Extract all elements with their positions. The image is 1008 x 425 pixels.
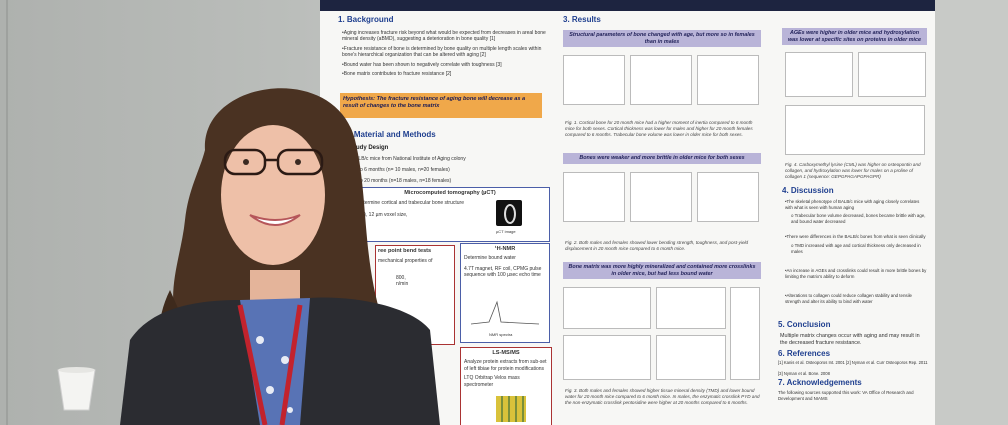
- box-text: 4.7T magnet, RF coil, CPMG pulse sequenc…: [464, 265, 542, 279]
- figure-plot: [697, 55, 759, 105]
- method-item: o 20 months (n=18 males, n=18 females): [360, 178, 452, 184]
- smile: [249, 214, 301, 226]
- cup-body: [57, 369, 96, 411]
- figure-plot: [563, 172, 625, 222]
- discussion-item: o Trabecular bone volume decreased, bone…: [791, 213, 926, 224]
- paper-cup: [57, 367, 96, 411]
- poster: 1. Background •Aging increases fracture …: [320, 0, 935, 425]
- figure-plot: [563, 335, 651, 380]
- spectrum: [470, 300, 540, 325]
- result-banner: Structural parameters of bone changed wi…: [563, 30, 761, 48]
- method-box: Microcomputed tomography (µCT) Determine…: [350, 187, 550, 242]
- discussion-item: •Alterations to collagen could reduce co…: [785, 293, 912, 304]
- image-caption: NMR spectra: [489, 332, 513, 337]
- eye: [295, 159, 301, 165]
- background-bullets: •Aging increases fracture risk beyond wh…: [342, 30, 547, 77]
- figure-plot: [630, 172, 692, 222]
- box-title: ree point bend tests: [378, 248, 432, 254]
- method-item: o 6 months (n= 10 males, n=20 females): [360, 167, 450, 173]
- figure-plot: [563, 55, 625, 105]
- poster-banner: [320, 0, 935, 11]
- box-text: Analyze protein extracts from sub-set of…: [464, 359, 547, 372]
- figure-plot: [785, 52, 853, 97]
- eye: [243, 159, 249, 165]
- method-box: ¹H-NMR Determine bound water 4.7T magnet…: [460, 243, 550, 343]
- bullet: •Bound water has been shown to negativel…: [342, 61, 502, 68]
- glasses: [223, 148, 324, 176]
- figure-caption: Fig. 2. Both males and females showed lo…: [565, 240, 749, 251]
- ms-image: [496, 396, 526, 422]
- result-banner: Bone matrix was more highly mineralized …: [563, 262, 761, 280]
- subheading: Study Design: [350, 145, 389, 151]
- acknowledgement: The following sources supported this wor…: [778, 390, 914, 401]
- figure-plot: [656, 287, 726, 329]
- box-text: n/min: [396, 281, 409, 288]
- face: [221, 125, 325, 265]
- bullet: •Bone matrix contributes to fracture res…: [342, 71, 452, 78]
- wall-seam: [6, 0, 8, 425]
- cup-rim: [58, 367, 95, 373]
- bone-section: [504, 204, 516, 224]
- figure-caption: Fig. 1. Cortical bone for 20 month mice …: [565, 120, 753, 137]
- box-title: Microcomputed tomography (µCT): [404, 190, 496, 196]
- nmr-plot: [470, 300, 540, 325]
- figure-plot: [656, 335, 726, 380]
- box-text: LTQ Orbitrap Velos mass spectrometer: [464, 375, 520, 388]
- box-text: Determine cortical and trabecular bone s…: [357, 200, 464, 207]
- blazer: [120, 300, 270, 425]
- person: [120, 88, 440, 425]
- figure-plot: [785, 105, 925, 155]
- box-text: (18), 12 µm voxel size,: [357, 211, 408, 218]
- section-heading: 4. Discussion: [782, 186, 834, 195]
- section-heading: 7. Acknowledgements: [778, 378, 862, 387]
- discussion-item: •The skeletal phenotype of BALB/c mice w…: [785, 199, 920, 210]
- wall-panel: [935, 0, 1008, 425]
- discussion-item: •There were differences in the BALB/c bo…: [785, 234, 926, 240]
- hypothesis: Hypothesis: The fracture resistance of a…: [340, 93, 542, 118]
- method-box: LS-MS/MS Analyze protein extracts from s…: [460, 347, 552, 425]
- section-heading: 1. Background: [338, 15, 394, 24]
- discussion-list: •The skeletal phenotype of BALB/c mice w…: [785, 199, 927, 305]
- result-banner: Bones were weaker and more brittle in ol…: [563, 153, 761, 164]
- shirt-pattern: [256, 336, 293, 413]
- discussion-item: o TMD increased with age and cortical th…: [791, 242, 921, 254]
- figure-plot: [630, 55, 692, 105]
- section-heading: 5. Conclusion: [778, 320, 831, 329]
- method-item: •BALB/c mice from National Institute of …: [350, 156, 466, 162]
- box-title: ¹H-NMR: [494, 246, 516, 252]
- reference: [3] Nyman et al. Bone. 2008: [778, 371, 830, 376]
- figure-caption: Fig. 4. Carboxymethyl lysine (CML) was h…: [785, 162, 921, 179]
- figure-caption: Fig. 3. Both males and females showed hi…: [565, 388, 760, 405]
- reference: [1] Kanis et al. Osteoporos Int. 2001 [2…: [778, 360, 928, 365]
- box-text: Determine bound water: [464, 255, 516, 262]
- result-banner: AGEs were higher in older mice and hydro…: [782, 28, 927, 46]
- box-text: 800,: [396, 274, 406, 281]
- bullet: •Aging increases fracture risk beyond wh…: [342, 30, 546, 43]
- figure-plot: [563, 287, 651, 329]
- section-heading: 6. References: [778, 349, 831, 358]
- lanyard: [237, 304, 303, 425]
- box-title: LS-MS/MS: [492, 350, 520, 356]
- bullet: •Fracture resistance of bone is determin…: [342, 45, 542, 59]
- figure-plot: [858, 52, 926, 97]
- section-heading: 3. Results: [563, 15, 601, 24]
- blazer: [290, 297, 440, 425]
- figure-image: [730, 287, 760, 380]
- section-heading: 2. Material and Methods: [345, 130, 436, 139]
- box-text: mechanical properties of: [378, 258, 433, 265]
- conclusion-text: Multiple matrix changes occur with aging…: [780, 333, 920, 346]
- discussion-item: •An increase in AGEs and crosslinks coul…: [785, 268, 927, 279]
- figure-plot: [697, 172, 759, 222]
- image-caption: µCT image: [496, 229, 516, 234]
- uct-image: [496, 200, 522, 226]
